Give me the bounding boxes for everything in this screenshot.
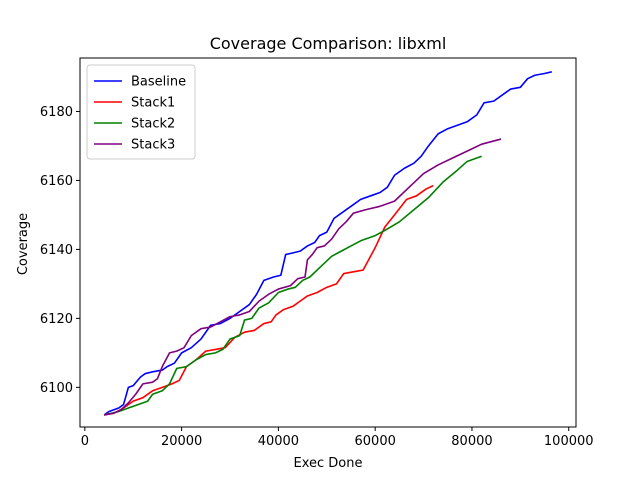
y-tick-label: 6100 (40, 381, 73, 396)
y-tick-label: 6160 (40, 174, 73, 189)
y-tick-label: 6180 (40, 105, 73, 120)
plot-area-frame (79, 57, 577, 428)
legend-label-stack2: Stack2 (131, 117, 175, 132)
x-tick-label: 0 (81, 434, 89, 449)
y-tick-label: 6120 (40, 312, 73, 327)
legend-label-stack1: Stack1 (131, 96, 175, 111)
x-axis: 0 20000 40000 60000 80000 100000 (81, 427, 594, 449)
series-line-stack2 (104, 155, 482, 416)
legend: Baseline Stack1 Stack2 Stack3 (86, 64, 196, 160)
series-line-stack3 (104, 138, 502, 416)
y-tick-label: 6140 (40, 243, 73, 258)
legend-box (86, 64, 196, 160)
x-axis-label: Exec Done (294, 456, 363, 471)
series-line-stack1 (104, 184, 434, 416)
y-axis: 6100 6120 6140 6160 6180 (40, 105, 80, 396)
chart-title: Coverage Comparison: libxml (210, 34, 447, 53)
x-tick-label: 60000 (355, 434, 396, 449)
x-tick-label: 80000 (451, 434, 492, 449)
series-layer (103, 71, 552, 416)
x-tick-label: 40000 (258, 434, 299, 449)
legend-label-stack3: Stack3 (131, 138, 175, 153)
legend-label-baseline: Baseline (131, 75, 186, 90)
x-tick-label: 100000 (544, 434, 594, 449)
y-axis-label: Coverage (16, 213, 31, 275)
series-line-baseline (103, 71, 552, 416)
x-tick-label: 20000 (161, 434, 202, 449)
